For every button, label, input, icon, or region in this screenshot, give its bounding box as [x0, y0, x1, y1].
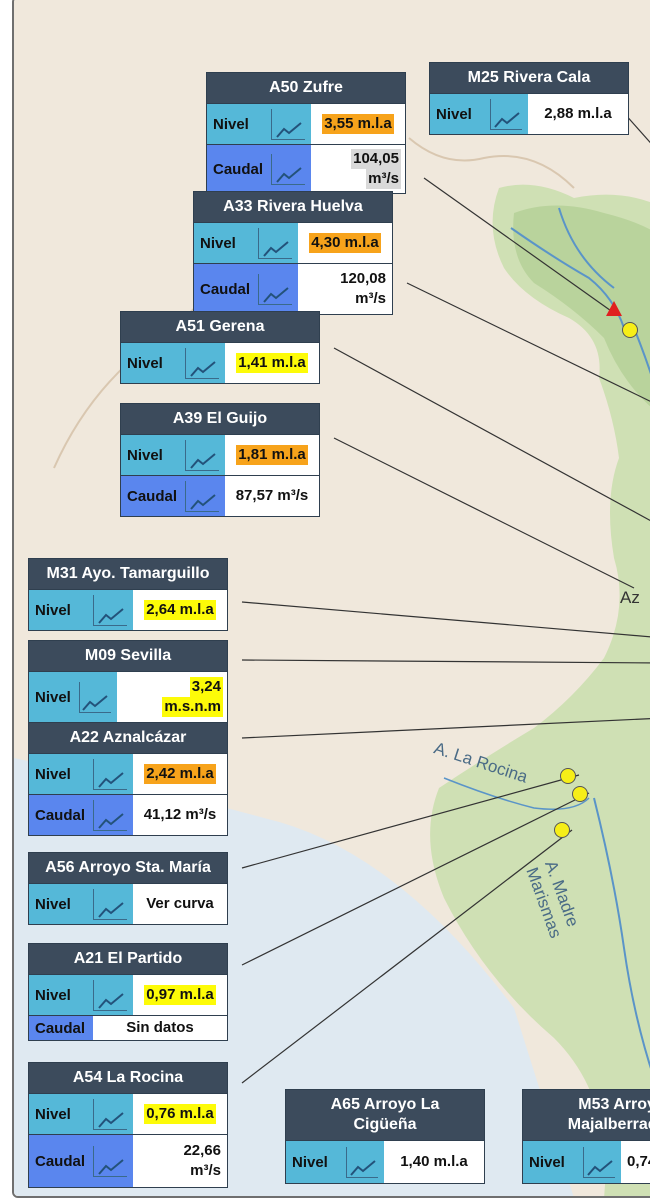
station-title: M53 Arroyo Majalberraque	[523, 1090, 650, 1140]
caudal-label: Caudal	[127, 487, 178, 505]
station-title: A54 La Rocina	[29, 1063, 227, 1093]
station-card-m53-clip: M53 Arroyo Majalberraque Nivel 0,74 m.l.…	[522, 1089, 650, 1193]
chart-icon[interactable]	[271, 108, 305, 140]
caudal-value: Sin datos	[126, 1019, 194, 1036]
station-card-m09: M09 Sevilla Nivel 3,24 m.s.n.m	[28, 640, 228, 723]
station-title: M09 Sevilla	[29, 641, 227, 671]
chart-icon[interactable]	[78, 681, 111, 713]
nivel-value: 4,30 m.l.a	[309, 233, 381, 253]
nivel-label: Nivel	[35, 601, 71, 619]
chart-icon[interactable]	[185, 480, 219, 512]
station-title-line-1: M53 Arroyo	[578, 1096, 650, 1113]
nivel-value: 2,42 m.l.a	[144, 764, 216, 784]
nivel-label: Nivel	[529, 1153, 565, 1171]
station-title: A21 El Partido	[29, 944, 227, 974]
chart-icon[interactable]	[258, 227, 292, 259]
station-title: A50 Zufre	[207, 73, 405, 103]
caudal-value: 120,08	[340, 270, 386, 287]
station-card-a51: A51 Gerena Nivel 1,41 m.l.a	[120, 311, 320, 384]
caudal-label: Caudal	[200, 280, 251, 298]
station-title-line-1: A65 Arroyo La	[330, 1096, 440, 1113]
nivel-value: 1,81 m.l.a	[236, 445, 308, 465]
nivel-label: Nivel	[292, 1153, 328, 1171]
station-title: M31 Ayo. Tamarguillo	[29, 559, 227, 589]
station-card-a54: A54 La Rocina Nivel 0,76 m.l.a Caudal 22…	[28, 1062, 228, 1188]
station-title-line-2: Cigüeña	[353, 1116, 417, 1133]
station-card-a21: A21 El Partido Nivel 0,97 m.l.a Caudal S…	[28, 943, 228, 1041]
nivel-value: 0,74 m.l.a	[627, 1153, 650, 1170]
station-title: A56 Arroyo Sta. María	[29, 853, 227, 883]
caudal-unit: m³/s	[355, 290, 386, 307]
chart-icon[interactable]	[93, 979, 127, 1011]
station-title-line-2: Majalberraque	[567, 1116, 650, 1133]
caudal-unit: m³/s	[190, 1162, 221, 1179]
nivel-value: 0,97 m.l.a	[144, 985, 216, 1005]
station-title: A51 Gerena	[121, 312, 319, 342]
chart-icon[interactable]	[185, 439, 219, 471]
chart-icon[interactable]	[583, 1146, 615, 1178]
nivel-value: 2,88 m.l.a	[544, 105, 612, 122]
chart-icon[interactable]	[93, 799, 127, 831]
caudal-label: Caudal	[213, 160, 264, 178]
station-point-a50[interactable]	[622, 322, 638, 338]
caudal-value: 87,57 m³/s	[235, 487, 309, 504]
nivel-label: Nivel	[200, 234, 236, 252]
nivel-label: Nivel	[213, 115, 249, 133]
nivel-value: 2,64 m.l.a	[144, 600, 216, 620]
chart-icon[interactable]	[185, 347, 219, 379]
caudal-value: 22,66	[183, 1142, 221, 1159]
town-label-az: Az	[620, 588, 640, 607]
station-point-a54[interactable]	[554, 822, 570, 838]
station-point-a21[interactable]	[572, 786, 588, 802]
chart-icon[interactable]	[258, 273, 292, 305]
station-card-a50: A50 Zufre Nivel 3,55 m.l.a Caudal 104,05…	[206, 72, 406, 194]
nivel-label: Nivel	[35, 765, 71, 783]
station-point-a56[interactable]	[560, 768, 576, 784]
chart-icon[interactable]	[93, 888, 127, 920]
station-card-m31: M31 Ayo. Tamarguillo Nivel 2,64 m.l.a	[28, 558, 228, 631]
station-title: A65 Arroyo La Cigüeña	[286, 1090, 484, 1140]
nivel-value: 3,55 m.l.a	[322, 114, 394, 134]
caudal-value: 104,05	[351, 149, 401, 169]
chart-icon[interactable]	[93, 1098, 127, 1130]
chart-icon[interactable]	[93, 1145, 127, 1177]
nivel-value: 3,24	[189, 677, 223, 697]
nivel-label: Nivel	[35, 986, 71, 1004]
station-card-a65: A65 Arroyo La Cigüeña Nivel 1,40 m.l.a	[285, 1089, 485, 1184]
station-card-a56: A56 Arroyo Sta. María Nivel Ver curva	[28, 852, 228, 925]
nivel-value: 1,41 m.l.a	[236, 353, 308, 373]
station-card-m53: M53 Arroyo Majalberraque Nivel 0,74 m.l.…	[522, 1089, 650, 1184]
nivel-unit: m.s.n.m	[162, 697, 223, 717]
nivel-value[interactable]: Ver curva	[146, 895, 214, 912]
nivel-label: Nivel	[35, 895, 71, 913]
chart-icon[interactable]	[271, 153, 305, 185]
chart-icon[interactable]	[490, 98, 522, 130]
station-title: M25 Rivera Cala	[430, 63, 628, 93]
chart-icon[interactable]	[93, 594, 127, 626]
station-title: A33 Rivera Huelva	[194, 192, 392, 222]
station-card-a39: A39 El Guijo Nivel 1,81 m.l.a Caudal 87,…	[120, 403, 320, 517]
station-title: A39 El Guijo	[121, 404, 319, 434]
caudal-label: Caudal	[35, 806, 86, 824]
caudal-label: Caudal	[35, 1019, 86, 1037]
station-card-a22: A22 Aznalcázar Nivel 2,42 m.l.a Caudal 4…	[28, 722, 228, 836]
caudal-unit: m³/s	[366, 169, 401, 189]
station-card-m25: M25 Rivera Cala Nivel 2,88 m.l.a	[429, 62, 629, 135]
station-card-a33: A33 Rivera Huelva Nivel 4,30 m.l.a Cauda…	[193, 191, 393, 315]
nivel-value: 1,40 m.l.a	[400, 1153, 468, 1170]
chart-icon[interactable]	[346, 1146, 378, 1178]
nivel-label: Nivel	[436, 105, 472, 123]
station-title: A22 Aznalcázar	[29, 723, 227, 753]
nivel-label: Nivel	[35, 1105, 71, 1123]
nivel-label: Nivel	[127, 354, 163, 372]
caudal-label: Caudal	[35, 1152, 86, 1170]
caudal-value: 41,12 m³/s	[143, 806, 217, 823]
nivel-label: Nivel	[35, 688, 71, 706]
nivel-value: 0,76 m.l.a	[144, 1104, 216, 1124]
nivel-label: Nivel	[127, 446, 163, 464]
chart-icon[interactable]	[93, 758, 127, 790]
